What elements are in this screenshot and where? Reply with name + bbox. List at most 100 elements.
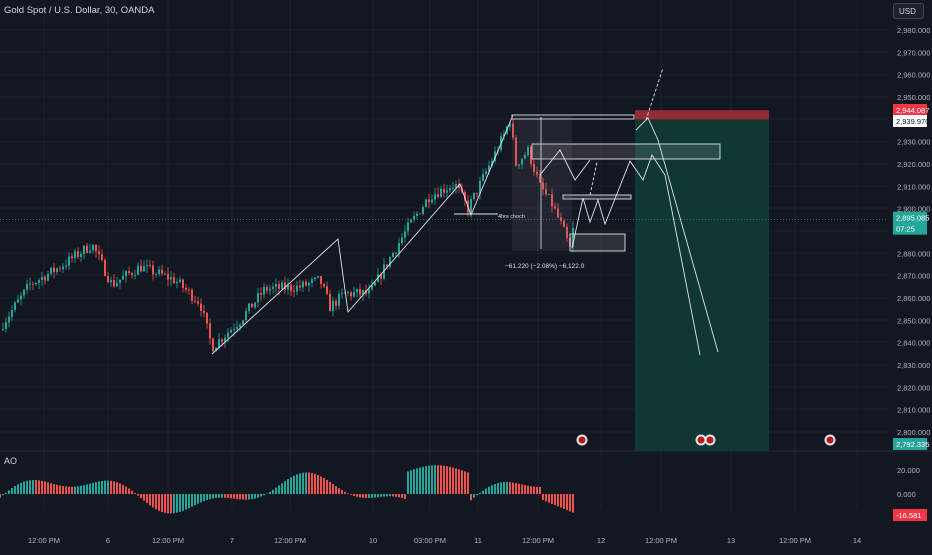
- ao-bar: [137, 494, 139, 496]
- ao-bar: [17, 484, 19, 494]
- candle-body: [59, 268, 61, 269]
- ao-bar: [275, 488, 277, 494]
- ao-bar: [116, 482, 118, 494]
- ao-bar: [557, 494, 559, 506]
- ao-bar: [536, 487, 538, 494]
- candles: [2, 119, 574, 352]
- ao-bar: [164, 494, 166, 513]
- ao-bar: [398, 494, 400, 497]
- candle-body: [146, 265, 148, 266]
- candle-body: [191, 290, 193, 301]
- candle-body: [401, 238, 403, 244]
- candle-body: [332, 301, 334, 311]
- ao-bar: [401, 494, 403, 498]
- price-tick-label: 2,970.000: [897, 48, 930, 57]
- price-tick-label: 2,860.000: [897, 294, 930, 303]
- candle-body: [206, 313, 208, 324]
- ao-bar: [272, 490, 274, 494]
- candle-body: [311, 279, 313, 283]
- ao-bar: [452, 468, 454, 494]
- zigzag-wave[interactable]: [212, 115, 513, 354]
- sl-price-badge: 2,944.087: [896, 106, 929, 115]
- ao-bar: [101, 481, 103, 494]
- ao-bar: [80, 486, 82, 494]
- demand-zone[interactable]: [570, 234, 625, 251]
- candle-body: [452, 188, 454, 189]
- ao-tick-label: 20.000: [897, 466, 920, 475]
- price-tick-label: 2,830.000: [897, 361, 930, 370]
- time-tick-label: 13: [727, 536, 735, 545]
- drawings[interactable]: 4hrs choch−61.220 (−2.08%) −6,122.0: [0, 68, 888, 451]
- candle-body: [437, 194, 439, 197]
- ao-bar: [380, 494, 382, 497]
- time-tick-label: 14: [853, 536, 861, 545]
- ao-indicator-label[interactable]: AO: [4, 456, 17, 466]
- candle-body: [101, 254, 103, 260]
- candle-body: [71, 256, 73, 258]
- dashed-path-1[interactable]: [590, 162, 597, 195]
- candle-body: [32, 284, 34, 285]
- ao-bar: [221, 494, 223, 498]
- candle-body: [74, 251, 76, 258]
- symbol-title[interactable]: Gold Spot / U.S. Dollar, 30, OANDA: [4, 5, 154, 16]
- ao-bar: [494, 484, 496, 494]
- candle-body: [128, 271, 130, 273]
- ao-bar: [35, 480, 37, 494]
- ao-bar: [305, 472, 307, 494]
- candle-body: [170, 277, 172, 279]
- ao-bar: [509, 482, 511, 494]
- ao-bar: [512, 483, 514, 494]
- ao-bar: [329, 482, 331, 494]
- candle-body: [197, 301, 199, 303]
- candle-body: [485, 171, 487, 174]
- ao-bar: [314, 474, 316, 494]
- candle-body: [95, 245, 97, 251]
- candle-body: [269, 289, 271, 291]
- ao-bar: [215, 494, 217, 498]
- axes: 2,980.0002,970.0002,960.0002,950.0002,93…: [0, 26, 932, 545]
- candle-body: [176, 282, 178, 283]
- stop-loss-zone[interactable]: [635, 110, 769, 119]
- candle-body: [404, 231, 406, 237]
- ao-bar: [299, 473, 301, 494]
- candle-body: [155, 274, 157, 275]
- time-tick-label: 12:00 PM: [274, 536, 306, 545]
- candle-body: [185, 288, 187, 290]
- currency-button[interactable]: USD: [893, 3, 924, 19]
- ao-bar: [455, 468, 457, 494]
- candle-body: [83, 246, 85, 254]
- candle-body: [482, 174, 484, 181]
- ao-bar: [200, 494, 202, 502]
- ao-bar: [173, 494, 175, 513]
- ao-bar: [83, 485, 85, 494]
- ao-bar: [182, 494, 184, 511]
- ao-bar: [389, 494, 391, 496]
- candle-body: [470, 199, 472, 212]
- take-profit-zone[interactable]: [635, 119, 769, 451]
- ao-bar: [413, 469, 415, 494]
- target-price-badge: 2,792.335: [896, 440, 929, 449]
- ao-bar: [50, 483, 52, 494]
- ao-bar: [287, 479, 289, 494]
- ao-bar: [320, 476, 322, 494]
- ao-bar: [68, 487, 70, 494]
- ao-bar: [515, 483, 517, 494]
- candle-body: [23, 290, 25, 296]
- ao-bar: [110, 481, 112, 494]
- ao-bar: [125, 487, 127, 494]
- ao-bar: [548, 494, 550, 503]
- ao-bar: [251, 494, 253, 499]
- ao-bar: [248, 494, 250, 500]
- candle-body: [413, 216, 415, 220]
- candle-body: [317, 276, 319, 277]
- ao-bar: [5, 493, 7, 494]
- ao-bar: [254, 494, 256, 499]
- ao-bar: [521, 484, 523, 494]
- candle-body: [416, 214, 418, 216]
- small-zone[interactable]: [563, 195, 631, 199]
- measure-box[interactable]: [512, 115, 572, 251]
- ao-bar: [506, 482, 508, 494]
- candle-body: [323, 284, 325, 286]
